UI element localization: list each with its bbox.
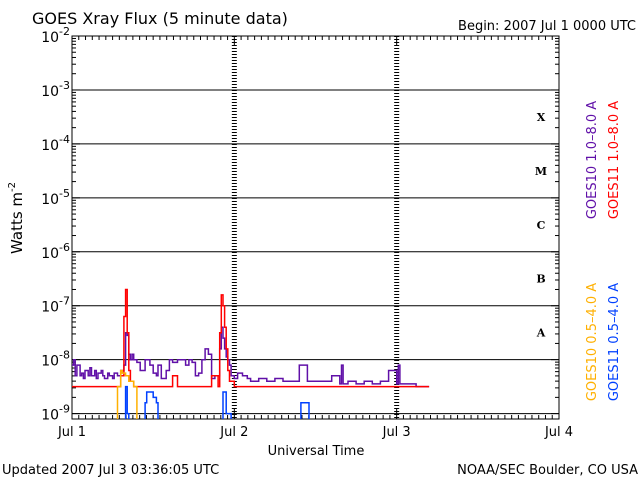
flare-class-c: C (537, 219, 546, 232)
x-tick-label: Jul 4 (544, 425, 573, 440)
y-tick-label: 10-9 (41, 403, 70, 424)
x-tick-label: Jul 2 (219, 425, 248, 440)
y-axis-label-superscript: -2 (7, 182, 18, 192)
flare-class-a: A (536, 327, 546, 340)
legend-entry-3: GOES10 0.5–4.0 A (585, 283, 600, 401)
legend-entry-2: GOES11 1.0–8.0 A (607, 101, 622, 219)
decade-gridlines (72, 89, 559, 415)
y-axis-label: Watts m-2 (7, 182, 26, 254)
credit-label: NOAA/SEC Boulder, CO USA (457, 463, 638, 478)
series-line-1 (72, 326, 430, 388)
series-line-4 (124, 385, 310, 419)
y-tick-label: 10-3 (41, 79, 70, 100)
legend: GOES10 1.0–8.0 A GOES11 1.0–8.0 A GOES10 0… (585, 101, 622, 401)
updated-timestamp: Updated 2007 Jul 3 03:36:05 UTC (2, 463, 219, 478)
flare-class-x: X (537, 111, 546, 124)
flare-class-labels: A B C M X (535, 111, 547, 340)
y-tick-label: 10-5 (41, 187, 70, 208)
series-line-3 (116, 369, 138, 419)
series-line-2 (72, 288, 430, 388)
y-axis-label-text: Watts m (8, 192, 26, 254)
svg-text:Watts m-2: Watts m-2 (7, 182, 26, 254)
begin-label: Begin: 2007 Jul 1 0000 UTC (458, 19, 636, 34)
y-tick-label: 10-7 (41, 295, 70, 316)
legend-entry-1: GOES10 1.0–8.0 A (585, 101, 600, 219)
x-tick-label: Jul 1 (57, 425, 86, 440)
x-axis-label: Universal Time (268, 444, 365, 459)
x-tick-label: Jul 3 (382, 425, 411, 440)
x-axis-ticks: Jul 1 Jul 2 Jul 3 Jul 4 (57, 36, 573, 440)
chart-title: GOES Xray Flux (5 minute data) (32, 9, 288, 28)
y-tick-label: 10-6 (41, 241, 70, 262)
flare-class-m: M (535, 165, 547, 178)
y-axis-ticks: 10-9 10-8 10-7 10-6 10-5 10-4 10-3 10-2 (41, 25, 559, 424)
legend-entry-4: GOES11 0.5–4.0 A (607, 283, 622, 401)
y-tick-label: 10-2 (41, 25, 70, 46)
flare-class-b: B (536, 273, 545, 286)
y-tick-label: 10-4 (41, 133, 70, 154)
y-tick-label: 10-8 (41, 349, 70, 370)
series-lines (72, 288, 430, 419)
